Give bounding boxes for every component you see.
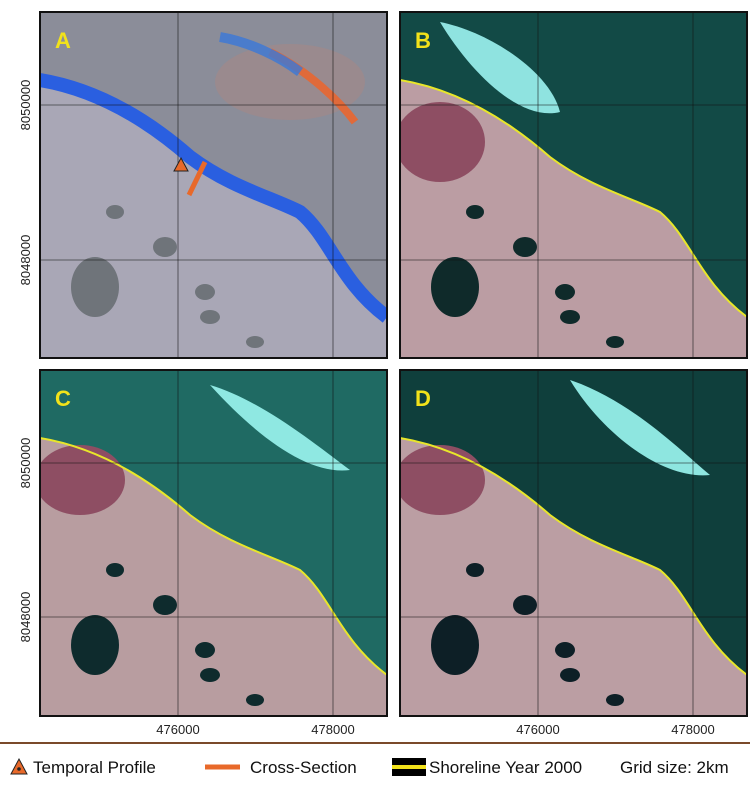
y-tick-label: 8048000: [18, 592, 33, 643]
panel-label: C: [55, 386, 71, 411]
y-tick-label: 8050000: [18, 438, 33, 489]
panel-label: B: [415, 28, 431, 53]
grid-note: Grid size: 2km: [620, 758, 729, 777]
x-tick-label: 478000: [671, 722, 714, 737]
legend-profile-icon: [11, 759, 27, 774]
panel-b-image: [395, 12, 747, 358]
legend-label: Shoreline Year 2000: [429, 758, 582, 777]
y-tick-label: 8050000: [18, 80, 33, 131]
legend-label: Cross-Section: [250, 758, 357, 777]
panel-label: D: [415, 386, 431, 411]
panel-d-image: [395, 370, 747, 716]
y-tick-label: 8048000: [18, 235, 33, 286]
legend-profile-dot: [17, 767, 21, 771]
panel-c-image: [35, 370, 387, 716]
x-tick-label: 476000: [516, 722, 559, 737]
x-tick-label: 476000: [156, 722, 199, 737]
panel-label: A: [55, 28, 71, 53]
panel-a-image: [40, 12, 387, 358]
legend-label: Temporal Profile: [33, 758, 156, 777]
x-tick-label: 478000: [311, 722, 354, 737]
figure: A B C D 8050000 8048000 8050000 8048000 …: [0, 0, 750, 785]
